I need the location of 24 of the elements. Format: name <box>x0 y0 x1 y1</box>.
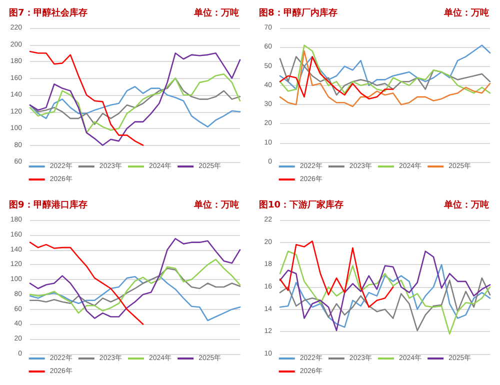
line-series <box>29 242 144 325</box>
line-series <box>279 56 491 96</box>
chart-subtitle: 单位：万吨 <box>193 8 239 18</box>
line-series <box>29 52 241 146</box>
line-series <box>29 86 241 128</box>
line-series <box>279 50 491 108</box>
chart-subtitle: 单位：万吨 <box>443 8 489 18</box>
line-series <box>279 264 491 328</box>
line-series <box>29 73 241 134</box>
chart-subtitle: 单位：万吨 <box>193 200 239 210</box>
line-series <box>29 275 241 322</box>
chart-title: 图9：甲醇港口库存 <box>9 200 88 210</box>
line-series <box>29 78 241 125</box>
line-series <box>29 50 144 146</box>
chart-title: 图8：甲醇厂内库存 <box>259 8 338 18</box>
chart-title: 图7：甲醇社会库存 <box>9 8 88 18</box>
line-series <box>279 277 491 332</box>
line-series <box>29 268 241 306</box>
line-series <box>279 240 394 308</box>
line-series <box>29 258 241 314</box>
chart-subtitle: 单位：万吨 <box>443 200 489 210</box>
line-series <box>29 238 241 319</box>
chart-title: 图10：下游厂家库存 <box>259 200 344 210</box>
line-series <box>279 56 394 100</box>
